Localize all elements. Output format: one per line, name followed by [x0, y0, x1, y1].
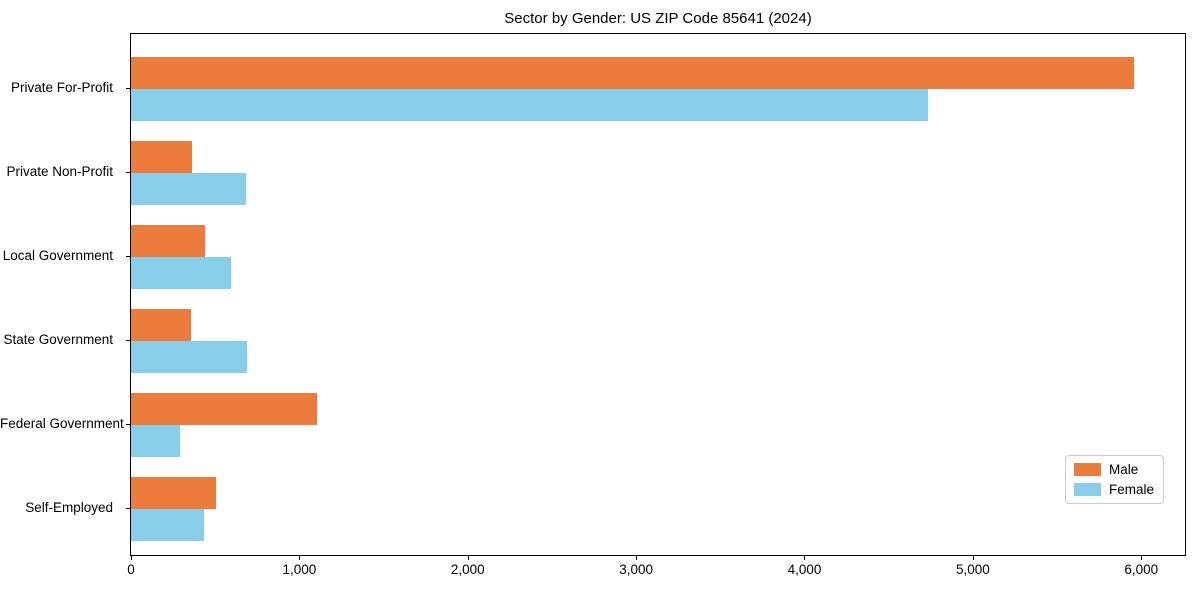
bar-male-2 — [131, 225, 206, 257]
x-tick-label: 1,000 — [282, 562, 317, 577]
x-tick-label: 3,000 — [619, 562, 654, 577]
x-tick-mark — [131, 556, 132, 560]
legend-swatch-female — [1073, 483, 1101, 496]
bar-female-5 — [131, 509, 205, 541]
y-axis-category-label: Private Non-Profit — [6, 164, 113, 179]
x-tick-mark — [1141, 556, 1143, 560]
legend-entry: Female — [1073, 482, 1154, 497]
bar-female-0 — [131, 89, 929, 121]
y-axis-category-label: Federal Government — [0, 416, 124, 431]
bar-male-1 — [131, 141, 193, 173]
y-tick-mark — [126, 508, 130, 509]
y-tick-mark — [126, 256, 130, 257]
x-tick-label: 4,000 — [787, 562, 822, 577]
y-axis-labels: Private For-Profit Private Non-Profit Loca… — [0, 33, 124, 556]
plot-area: Male Female — [130, 33, 1186, 556]
x-tick-mark — [636, 556, 638, 560]
y-axis-category-label: Local Government — [2, 248, 113, 263]
y-tick-mark — [126, 340, 130, 341]
x-tick-mark — [804, 556, 806, 560]
x-tick-label: 0 — [127, 562, 135, 577]
legend: Male Female — [1064, 455, 1164, 504]
bar-male-5 — [131, 477, 217, 509]
x-tick-mark — [467, 556, 469, 560]
x-axis-ticks: 0 1,000 2,000 3,000 4,000 5,000 6,000 — [127, 556, 1185, 586]
x-tick-label: 6,000 — [1124, 562, 1159, 577]
y-axis-category-label: State Government — [3, 332, 113, 347]
y-tick-mark — [126, 172, 130, 173]
x-tick-label: 5,000 — [955, 562, 990, 577]
bar-male-0 — [131, 57, 1135, 89]
x-tick-label: 2,000 — [450, 562, 485, 577]
legend-entry: Male — [1073, 462, 1154, 477]
y-tick-mark — [126, 424, 130, 425]
legend-label: Female — [1108, 482, 1154, 497]
bar-male-4 — [131, 393, 318, 425]
bar-female-4 — [131, 425, 180, 457]
x-tick-mark — [972, 556, 974, 560]
bar-female-2 — [131, 257, 232, 289]
x-tick-mark — [299, 556, 301, 560]
bar-female-1 — [131, 173, 247, 205]
bar-male-3 — [131, 309, 191, 341]
chart-title: Sector by Gender: US ZIP Code 85641 (202… — [504, 10, 812, 27]
y-tick-mark — [126, 88, 130, 89]
legend-label: Male — [1108, 462, 1139, 477]
legend-swatch-male — [1073, 463, 1101, 476]
bar-female-3 — [131, 341, 248, 373]
y-axis-category-label: Private For-Profit — [10, 80, 113, 95]
bars-layer — [131, 34, 1185, 555]
y-axis-category-label: Self-Employed — [25, 500, 113, 515]
